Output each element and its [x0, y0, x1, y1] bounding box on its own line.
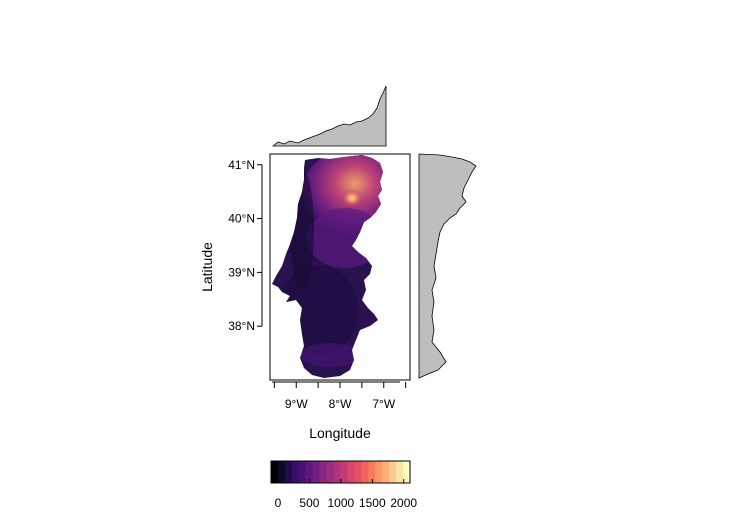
colorbar-swatch: [347, 461, 355, 483]
portugal-elevation-raster: [272, 155, 383, 378]
colorbar-swatch: [354, 461, 362, 483]
top-marginal-profile: [271, 85, 387, 147]
y-tick-label: 39°N: [228, 265, 255, 279]
colorbar-swatch: [375, 461, 383, 483]
y-axis: 41°N 40°N 39°N 38°N: [228, 158, 263, 333]
colorbar-swatch: [326, 461, 335, 483]
colorbar-tick-label: 1000: [328, 496, 355, 510]
x-axis: 9°W 8°W 7°W: [272, 381, 407, 411]
colorbar-swatch: [368, 461, 376, 483]
colorbar-swatch: [305, 461, 314, 483]
colorbar-swatch: [319, 461, 328, 483]
y-axis-title: Latitude: [199, 242, 215, 292]
colorbar-swatch: [361, 461, 369, 483]
y-tick-label: 38°N: [228, 319, 255, 333]
latitude-elevation-profile: [418, 153, 477, 379]
colorbar-swatch: [382, 461, 390, 483]
y-tick-label: 40°N: [228, 212, 255, 226]
colorbar-tick-label: 2000: [390, 496, 417, 510]
colorbar-swatch: [271, 461, 279, 483]
longitude-elevation-profile: [271, 85, 387, 147]
serra-da-estrela-peak: [341, 189, 363, 207]
colorbar-swatch: [340, 461, 348, 483]
colorbar-swatch: [277, 461, 286, 483]
colorbar-legend: 0 500 1000 1500 2000: [270, 460, 417, 510]
x-tick-label: 8°W: [329, 397, 352, 411]
x-axis-title: Longitude: [309, 425, 371, 441]
right-marginal-profile: [418, 153, 477, 379]
map-panel: [269, 153, 411, 381]
colorbar-swatch: [389, 461, 397, 483]
colorbar-swatch: [291, 461, 300, 483]
algarve-hills-shade: [300, 343, 360, 367]
x-tick-label: 9°W: [285, 397, 308, 411]
colorbar-swatch: [396, 461, 404, 483]
colorbar-swatch: [403, 461, 411, 483]
x-tick-label: 7°W: [372, 397, 395, 411]
colorbar-swatch: [333, 461, 341, 483]
colorbar-tick-label: 0: [275, 496, 282, 510]
y-tick-label: 41°N: [228, 158, 255, 172]
colorbar-swatch: [298, 461, 307, 483]
colorbar-tick-label: 500: [299, 496, 319, 510]
colorbar-tick-label: 1500: [359, 496, 386, 510]
colorbar-swatch: [284, 461, 293, 483]
colorbar-swatch: [312, 461, 321, 483]
